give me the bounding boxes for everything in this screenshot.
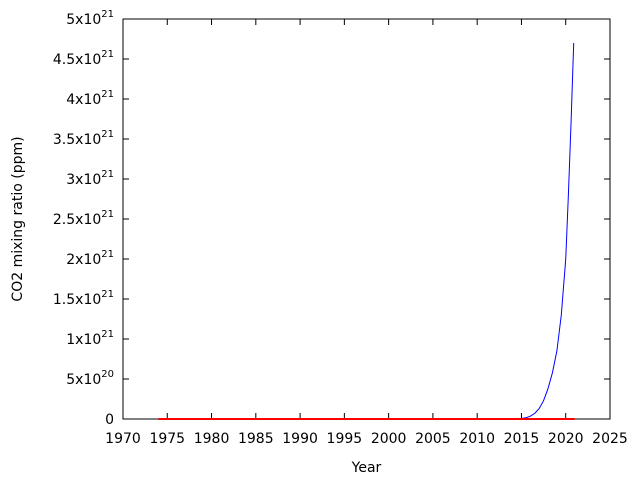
x-tick-label: 1980 xyxy=(194,431,230,447)
y-tick-mantissa: 1.5x10 xyxy=(53,292,101,308)
x-tick-label: 1975 xyxy=(149,431,185,447)
y-tick-mantissa: 1x10 xyxy=(66,332,101,348)
x-tick-label: 2005 xyxy=(415,431,451,447)
x-tick-label: 2015 xyxy=(504,431,540,447)
y-tick-mantissa: 3x10 xyxy=(66,172,101,188)
x-axis: 1970 1975 1980 1985 1990 1995 2000 2005 2010 2015… xyxy=(105,19,628,447)
x-tick-label: 1990 xyxy=(282,431,318,447)
plot-frame xyxy=(122,18,611,420)
y-tick-exponent: 21 xyxy=(101,329,114,340)
y-tick-exponent: 21 xyxy=(101,249,114,260)
y-tick-label: 2.5x1021 xyxy=(53,209,114,228)
y-tick-label: 3x1021 xyxy=(66,169,114,188)
y-tick-label: 4.5x1021 xyxy=(53,49,114,68)
y-tick-mantissa: 4x10 xyxy=(66,92,101,108)
y-tick-label: 2x1021 xyxy=(66,249,114,268)
y-axis: 05x10201x10211.5x10212x10212.5x10213x102… xyxy=(53,9,610,428)
x-tick-label: 2010 xyxy=(459,431,495,447)
x-tick-label: 2000 xyxy=(371,431,407,447)
y-tick-mantissa: 3.5x10 xyxy=(53,132,101,148)
series-line-0 xyxy=(512,42,575,420)
y-tick-exponent: 21 xyxy=(101,49,114,60)
series-layer xyxy=(158,42,575,420)
y-tick-exponent: 21 xyxy=(101,89,114,100)
y-tick-exponent: 21 xyxy=(101,209,114,220)
y-tick-label: 3.5x1021 xyxy=(53,129,114,148)
x-tick-label: 1995 xyxy=(327,431,363,447)
x-tick-label: 1970 xyxy=(105,431,141,447)
y-tick-exponent: 21 xyxy=(101,289,114,300)
y-tick-mantissa: 0 xyxy=(105,412,114,428)
x-tick-label: 2020 xyxy=(548,431,584,447)
y-tick-label: 4x1021 xyxy=(66,89,114,108)
y-tick-label: 1x1021 xyxy=(66,329,114,348)
y-axis-label: CO2 mixing ratio (ppm) xyxy=(10,136,26,301)
y-tick-label: 5x1020 xyxy=(66,369,114,388)
y-tick-label: 5x1021 xyxy=(66,9,114,28)
y-tick-exponent: 21 xyxy=(101,9,114,20)
y-tick-label: 1.5x1021 xyxy=(53,289,114,308)
x-axis-label: Year xyxy=(351,460,382,476)
y-tick-mantissa: 4.5x10 xyxy=(53,52,101,68)
y-tick-mantissa: 5x10 xyxy=(66,372,101,388)
y-tick-mantissa: 2x10 xyxy=(66,252,101,268)
x-tick-label: 1985 xyxy=(238,431,274,447)
y-tick-exponent: 21 xyxy=(101,129,114,140)
x-tick-label: 2025 xyxy=(592,431,628,447)
y-tick-label: 0 xyxy=(105,412,114,428)
y-tick-mantissa: 2.5x10 xyxy=(53,212,101,228)
y-tick-exponent: 21 xyxy=(101,169,114,180)
y-tick-mantissa: 5x10 xyxy=(66,12,101,28)
y-tick-exponent: 20 xyxy=(101,369,114,380)
